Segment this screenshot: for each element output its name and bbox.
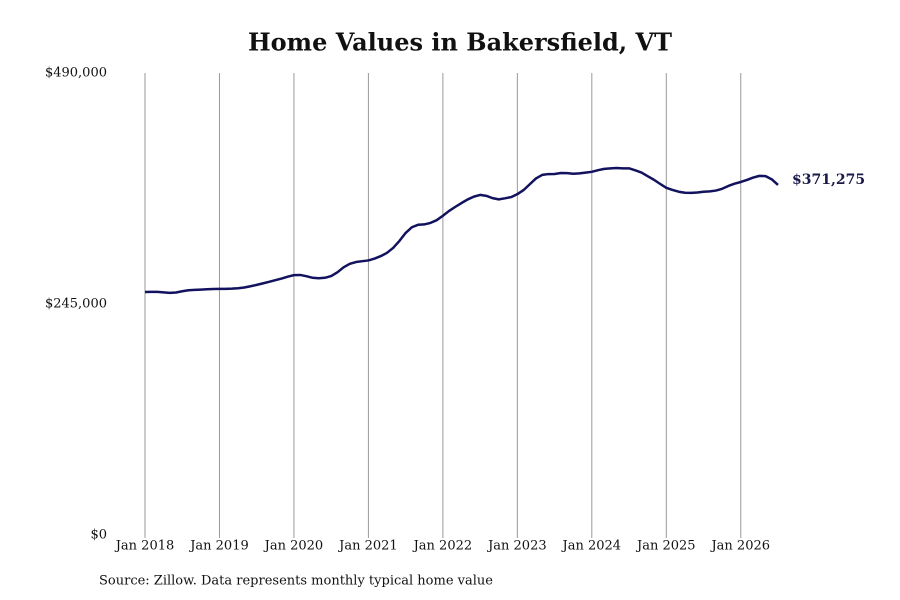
y-tick-label: $245,000 xyxy=(45,297,107,312)
x-tick-label: Jan 2025 xyxy=(635,539,696,554)
source-note: Source: Zillow. Data represents monthly … xyxy=(99,574,493,589)
x-tick-label: Jan 2020 xyxy=(263,539,324,554)
chart-title: Home Values in Bakersfield, VT xyxy=(248,28,672,57)
x-tick-label: Jan 2021 xyxy=(337,539,398,554)
line xyxy=(144,166,779,295)
y-tick-label: $490,000 xyxy=(45,66,107,81)
value-label: $371,275 xyxy=(792,172,865,188)
x-tick-label: Jan 2018 xyxy=(114,539,175,554)
x-tick-label: Jan 2026 xyxy=(709,539,770,554)
x-tick-label: Jan 2023 xyxy=(486,539,547,554)
x-tick-label: Jan 2024 xyxy=(561,539,622,554)
x-tick-label: Jan 2022 xyxy=(412,539,473,554)
y-tick-label: $0 xyxy=(90,528,107,543)
x-tick-label: Jan 2019 xyxy=(188,539,249,554)
